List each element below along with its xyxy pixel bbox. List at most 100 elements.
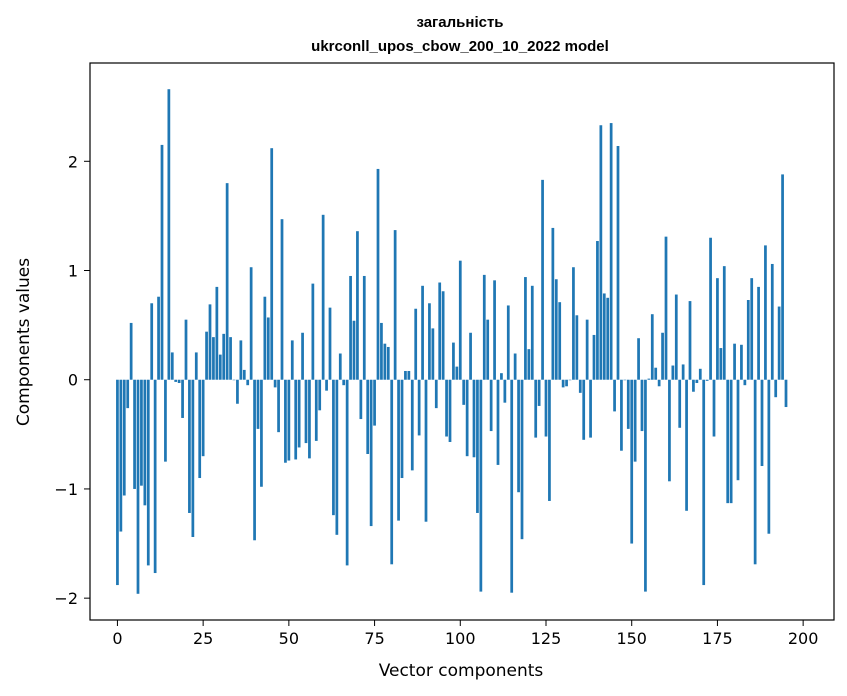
bar [626, 379, 630, 429]
x-tick-label: 150 [616, 629, 647, 648]
bar [709, 237, 712, 380]
bar [414, 308, 418, 380]
y-axis-ticks: −2 −1 0 1 2 [54, 152, 90, 608]
bar [712, 379, 716, 437]
bar [760, 379, 764, 467]
bar [362, 275, 366, 380]
bar [770, 263, 774, 380]
y-axis-label: Components values [14, 258, 34, 426]
bar [657, 379, 661, 387]
bar [565, 379, 568, 387]
bar [242, 369, 246, 380]
bar [654, 367, 658, 380]
bar [736, 379, 740, 481]
bar [380, 322, 383, 380]
bar [445, 379, 448, 437]
bar [479, 379, 483, 592]
x-tick-label: 75 [364, 629, 384, 648]
bar [692, 379, 695, 392]
bar [616, 146, 620, 380]
bar [578, 379, 582, 393]
bar [170, 352, 174, 380]
bar [462, 379, 466, 405]
bar [352, 320, 356, 380]
chart-subtitle: ukrconll_upos_cbow_200_10_2022 model [311, 38, 609, 55]
bar [349, 275, 352, 380]
bar [122, 379, 126, 496]
bar [548, 379, 551, 501]
x-tick-label: 200 [788, 629, 819, 648]
x-axis-label: Vector components [379, 661, 544, 681]
bar [524, 277, 527, 380]
bar [685, 379, 688, 511]
bar [582, 379, 586, 440]
bar [218, 354, 222, 380]
bar [729, 379, 733, 504]
bar [558, 302, 562, 380]
bar [356, 231, 359, 380]
bar [506, 305, 510, 380]
bar [321, 214, 325, 380]
bar [284, 379, 287, 463]
bar [428, 303, 431, 380]
bar [318, 379, 322, 411]
y-tick-label: −1 [54, 480, 78, 499]
bar [599, 125, 603, 380]
bar [688, 301, 692, 380]
bar [695, 379, 699, 384]
bar [767, 379, 771, 534]
bar [421, 285, 424, 380]
bar [764, 245, 767, 380]
bar [270, 148, 274, 380]
bar [249, 267, 253, 380]
bar [702, 379, 706, 586]
bar [596, 241, 599, 380]
bar [486, 319, 490, 380]
bar [332, 379, 335, 516]
bar [500, 373, 503, 380]
bar [417, 379, 421, 436]
bar [236, 379, 239, 404]
x-tick-label: 125 [531, 629, 562, 648]
bar [239, 340, 243, 380]
bar [263, 296, 267, 380]
x-tick-label: 50 [279, 629, 299, 648]
bar [520, 379, 524, 540]
bar [208, 304, 212, 380]
bar [181, 379, 184, 418]
bar [376, 168, 380, 380]
bar [373, 379, 376, 426]
bar [177, 379, 181, 384]
bar [496, 379, 500, 465]
bar [541, 179, 544, 380]
bar [229, 337, 232, 380]
bar [393, 230, 397, 380]
bar [342, 379, 346, 386]
bar [452, 342, 455, 380]
bar [335, 379, 339, 535]
bar [143, 379, 147, 506]
bar [489, 379, 493, 432]
bar [681, 364, 685, 380]
bar [753, 379, 757, 565]
bar [215, 286, 219, 380]
bar [678, 379, 682, 428]
bar [503, 379, 507, 403]
bar [277, 379, 280, 433]
bar [140, 379, 143, 486]
bar [431, 328, 435, 380]
bar [781, 174, 784, 380]
bar [493, 280, 496, 380]
bar [448, 379, 452, 442]
bar [410, 379, 414, 471]
bar [592, 334, 596, 380]
bar [404, 370, 407, 380]
bar [222, 333, 226, 380]
bar [716, 278, 719, 380]
chart-title: загальність [416, 14, 503, 31]
bar [476, 379, 479, 513]
bar [184, 319, 188, 380]
y-tick-label: 1 [68, 262, 78, 281]
x-tick-label: 175 [702, 629, 733, 648]
bar [469, 332, 472, 380]
